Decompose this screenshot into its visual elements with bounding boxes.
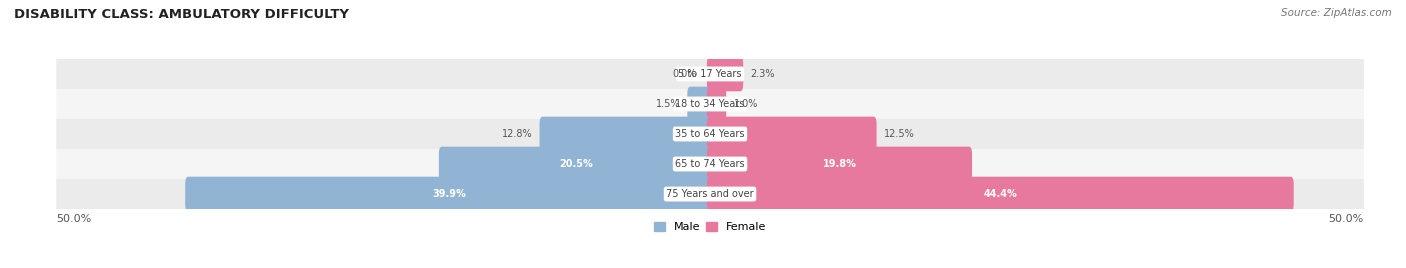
Text: 65 to 74 Years: 65 to 74 Years — [675, 159, 745, 169]
FancyBboxPatch shape — [56, 119, 1364, 149]
Text: 12.5%: 12.5% — [884, 129, 915, 139]
Text: 20.5%: 20.5% — [560, 159, 593, 169]
FancyBboxPatch shape — [707, 87, 727, 121]
FancyBboxPatch shape — [540, 117, 713, 151]
Text: 75 Years and over: 75 Years and over — [666, 189, 754, 199]
Text: 2.3%: 2.3% — [751, 69, 775, 79]
Text: Source: ZipAtlas.com: Source: ZipAtlas.com — [1281, 8, 1392, 18]
Text: 44.4%: 44.4% — [983, 189, 1017, 199]
FancyBboxPatch shape — [56, 89, 1364, 119]
Text: 12.8%: 12.8% — [502, 129, 533, 139]
Text: 18 to 34 Years: 18 to 34 Years — [675, 99, 745, 109]
FancyBboxPatch shape — [439, 147, 713, 181]
FancyBboxPatch shape — [56, 59, 1364, 89]
Text: 50.0%: 50.0% — [56, 214, 91, 224]
FancyBboxPatch shape — [688, 87, 713, 121]
Text: 1.0%: 1.0% — [734, 99, 758, 109]
Text: 19.8%: 19.8% — [823, 159, 856, 169]
FancyBboxPatch shape — [707, 177, 1294, 211]
Text: 50.0%: 50.0% — [1329, 214, 1364, 224]
Text: 39.9%: 39.9% — [432, 189, 465, 199]
FancyBboxPatch shape — [186, 177, 713, 211]
Text: 0.0%: 0.0% — [672, 69, 697, 79]
Text: 1.5%: 1.5% — [655, 99, 681, 109]
Text: DISABILITY CLASS: AMBULATORY DIFFICULTY: DISABILITY CLASS: AMBULATORY DIFFICULTY — [14, 8, 349, 21]
FancyBboxPatch shape — [56, 179, 1364, 209]
FancyBboxPatch shape — [707, 147, 972, 181]
FancyBboxPatch shape — [707, 57, 744, 91]
FancyBboxPatch shape — [56, 149, 1364, 179]
Legend: Male, Female: Male, Female — [650, 217, 770, 236]
FancyBboxPatch shape — [707, 117, 876, 151]
Text: 35 to 64 Years: 35 to 64 Years — [675, 129, 745, 139]
Text: 5 to 17 Years: 5 to 17 Years — [678, 69, 742, 79]
